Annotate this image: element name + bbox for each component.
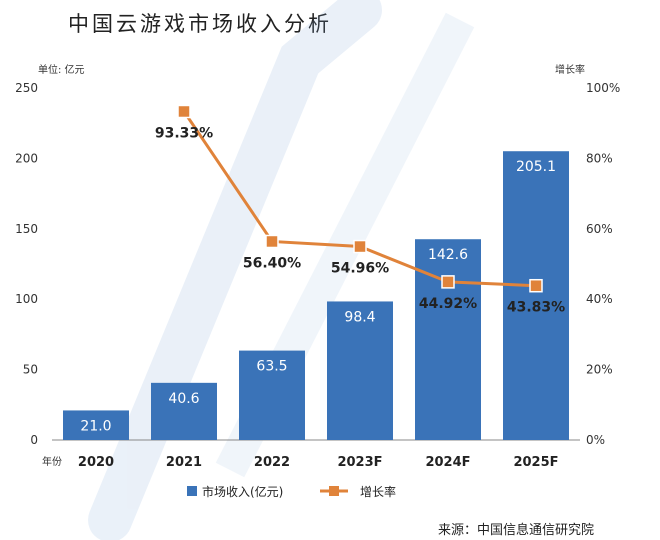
y-left-tick-label: 100 [15,292,38,306]
chart-title: 中国云游戏市场收入分析 [68,12,332,36]
growth-value-label: 56.40% [243,255,301,271]
growth-point [265,234,279,249]
bar-value-label: 21.0 [80,418,111,434]
y-right-tick-label: 80% [586,151,613,165]
y-right-tick-label: 0% [586,433,605,447]
growth-value-label: 43.83% [507,300,565,316]
growth-point [529,278,543,293]
growth-value-label: 54.96% [331,261,389,277]
x-tick-label: 2020 [78,455,114,470]
legend-line-label: 增长率 [360,484,396,499]
bar [63,410,129,440]
x-tick-labels: 2020 2021 2022 2023F 2024F 2025F [78,455,559,470]
growth-value-label: 44.92% [419,296,477,312]
bar-value-label: 142.6 [428,247,468,263]
growth-point [441,275,455,289]
y-right-tick-label: 60% [586,222,613,236]
bar [239,350,305,440]
legend-line-marker [329,486,339,496]
x-tick-label: 2022 [254,455,290,470]
bar [151,382,217,440]
legend: 市场收入(亿元) 增长率 [187,484,396,499]
y-right-tick-label: 20% [586,363,613,377]
growth-point [177,104,191,119]
y-left-tick-label: 50 [23,363,38,377]
y-right-tick-label: 100% [586,81,620,95]
x-tick-label: 2023F [337,455,382,470]
y-right-ticks: 0% 20% 40% 60% 80% 100% [586,81,620,447]
bar-value-label: 40.6 [168,391,199,407]
y-right-unit-label: 增长率 [555,63,585,76]
source-note: 来源：中国信息通信研究院 [438,523,595,538]
bar-value-label: 63.5 [256,359,287,375]
y-left-tick-label: 150 [15,222,38,236]
y-left-tick-label: 250 [15,81,38,95]
x-tick-label: 2024F [425,455,470,470]
bar [415,239,481,440]
bar-value-label: 98.4 [344,309,375,325]
y-right-tick-label: 40% [586,292,613,306]
y-left-tick-label: 0 [30,433,38,447]
bar [503,151,569,441]
growth-point [353,239,367,254]
x-tick-label: 2021 [166,455,202,470]
y-left-unit-label: 单位: 亿元 [38,63,85,76]
growth-line: 93.33% 56.40% 54.96% 44.92% 43.83% [155,104,565,316]
bars: 21.0 40.6 63.5 98.4 142.6 205.1 [63,151,569,441]
legend-bar-label: 市场收入(亿元) [202,484,283,499]
bar [327,301,393,440]
y-left-ticks: 0 50 100 150 200 250 [15,81,38,447]
y-left-tick-label: 200 [15,151,38,165]
growth-value-label: 93.33% [155,125,213,141]
legend-bar-swatch [187,486,197,496]
x-tick-label: 2025F [513,455,558,470]
x-axis-name: 年份 [42,455,62,468]
bar-value-label: 205.1 [516,159,556,175]
